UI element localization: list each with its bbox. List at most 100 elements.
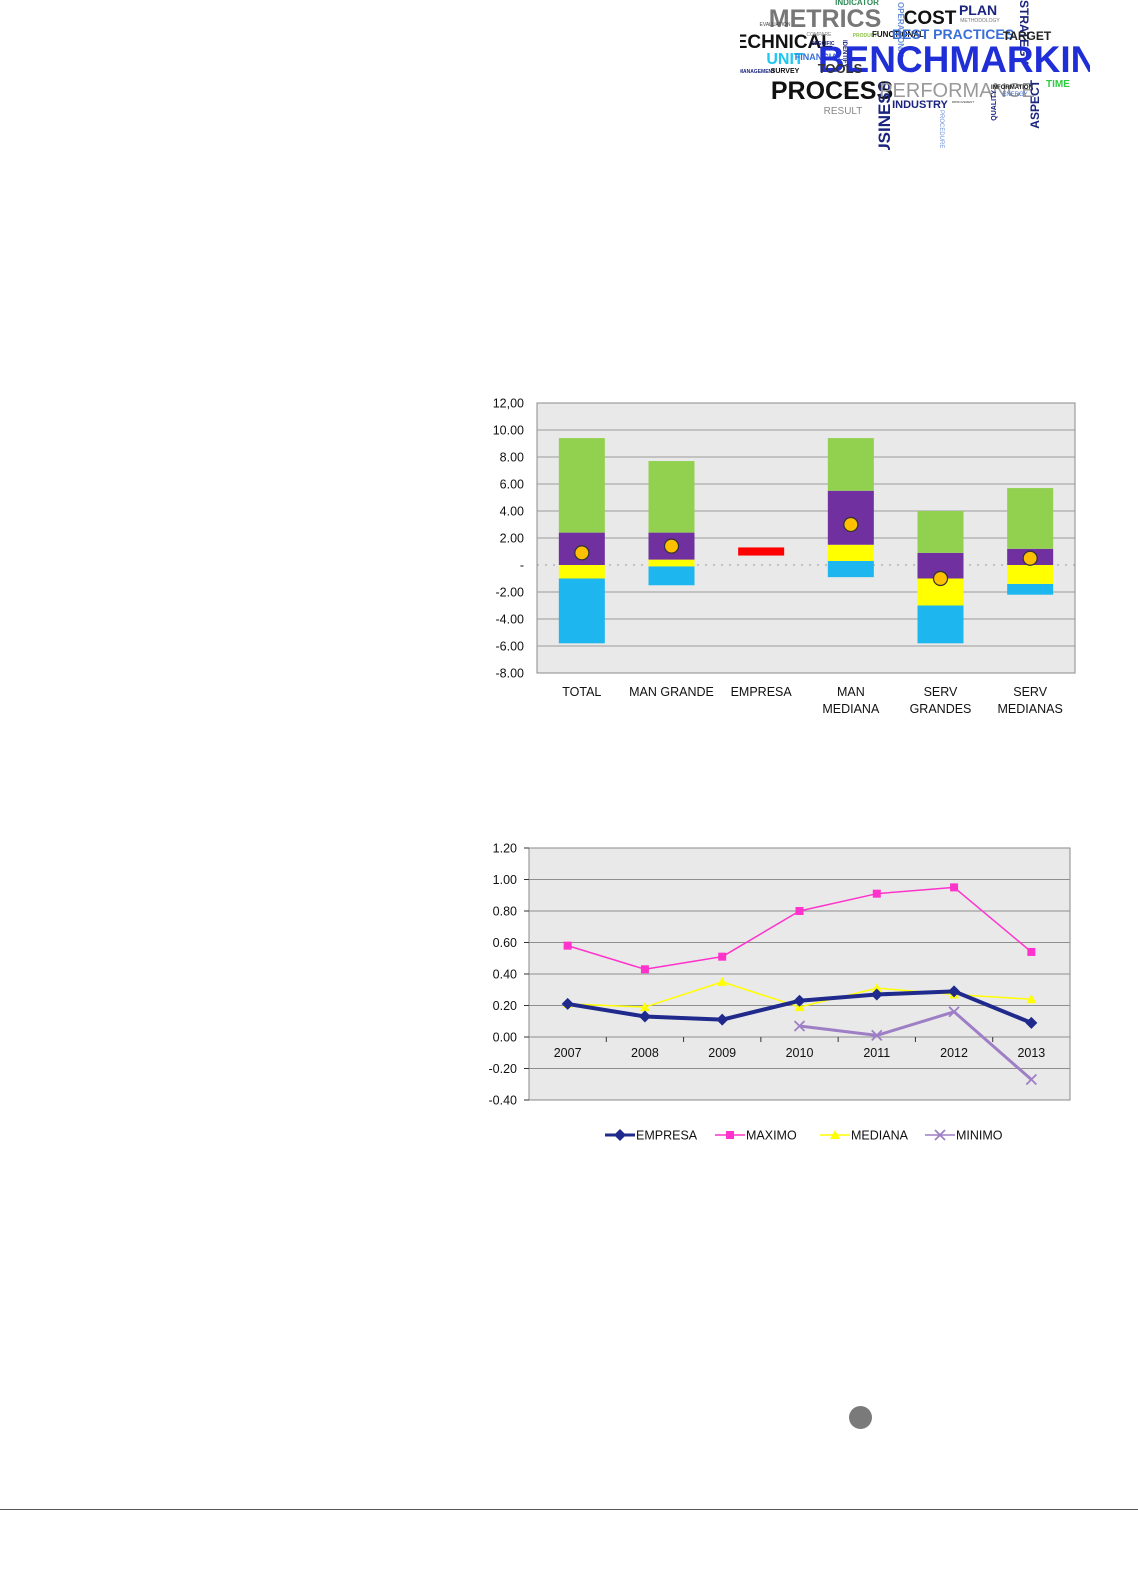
footer-divider — [0, 1509, 1138, 1510]
data-point-maximo — [563, 941, 572, 950]
bar-segment-green — [648, 461, 695, 533]
y-tick-label: 2.00 — [500, 532, 524, 546]
legend-marker — [726, 1131, 734, 1139]
data-point-maximo — [795, 907, 804, 915]
wordcloud-word: EVALUATION — [760, 22, 791, 28]
bar-segment-red — [738, 547, 785, 556]
y-tick-label: 4.00 — [500, 505, 524, 519]
legend-label: MEDIANA — [851, 1129, 909, 1143]
data-point-maximo — [950, 883, 959, 892]
wordcloud-word: IDENTIFY — [841, 40, 847, 67]
wordcloud-word: COMPARE — [807, 32, 833, 38]
wordcloud-word: PROCEDURE — [938, 110, 944, 148]
median-marker — [574, 545, 590, 561]
y-tick-label: 0.60 — [493, 936, 517, 950]
data-point-maximo — [718, 952, 727, 961]
legend-label: MINIMO — [956, 1129, 1003, 1143]
legend-label: MAXIMO — [746, 1129, 797, 1143]
bar-segment-yellow — [558, 565, 605, 579]
x-tick-label: 2007 — [554, 1046, 582, 1060]
data-point-mediana — [871, 983, 882, 993]
y-tick-label: -2.00 — [496, 586, 525, 600]
y-tick-label: 1.00 — [493, 873, 517, 887]
y-tick-label: -6.00 — [496, 640, 525, 654]
data-point-empresa — [793, 994, 806, 1007]
x-tick-label: 2013 — [1017, 1046, 1045, 1060]
data-point-empresa — [716, 1013, 729, 1026]
y-tick-label: 0.20 — [493, 999, 517, 1013]
wordcloud-word: STRATEGY — [1017, 0, 1031, 64]
page-number-dot — [849, 1406, 872, 1429]
line-chart: 1.20 1.00 0.80 0.60 0.40 0.20 0.00 -0.20 -0.40 2… — [489, 842, 1071, 1143]
x-tick-label: SERV GRANDES — [910, 685, 972, 716]
data-point-empresa — [638, 1010, 651, 1023]
wordcloud-word: METRICS — [769, 5, 882, 33]
y-tick-label: 0.40 — [493, 968, 517, 982]
bar-segment-green — [917, 511, 964, 553]
x-tick-label: 2012 — [940, 1046, 968, 1060]
x-tick-label: MAN MEDIANA — [822, 685, 880, 716]
bar-segment-green — [1007, 488, 1054, 549]
y-tick-label: 0.80 — [493, 905, 517, 919]
wordcloud-word: COST — [904, 8, 957, 29]
data-point-minimo — [793, 1020, 806, 1032]
wordcloud-word: PROCESS — [771, 77, 893, 105]
y-tick-label: 6.00 — [500, 478, 524, 492]
wordcloud-word: TOOLS — [818, 61, 863, 76]
wordcloud-word: INDICATOR — [835, 0, 879, 7]
bar-segment-yellow — [1007, 565, 1054, 584]
data-point-empresa — [1025, 1016, 1038, 1029]
bar-segment-yellow — [648, 559, 695, 567]
y-tick-label: 0.00 — [493, 1031, 517, 1045]
y-tick-label: -0.40 — [489, 1094, 518, 1108]
wordcloud-word: FINANCIAL — [795, 52, 844, 62]
bar-segment-light-blue — [827, 560, 874, 578]
data-point-maximo — [1027, 947, 1036, 956]
wordcloud-word: PLAN — [959, 2, 997, 18]
data-point-maximo — [640, 965, 649, 974]
wordcloud-word: METHODOLOGY — [960, 18, 1000, 24]
y-tick-label: 8.00 — [500, 451, 524, 465]
bar-segment-light-blue — [917, 605, 964, 644]
wordcloud-word: OPERATIONAL — [896, 2, 905, 60]
data-point-empresa — [870, 988, 883, 1001]
wordcloud-word: MANAGEMENT — [740, 69, 775, 75]
median-marker — [932, 570, 949, 587]
data-point-mediana — [1026, 994, 1037, 1004]
median-marker — [663, 538, 680, 554]
x-tick-label: EMPRESA — [731, 685, 793, 699]
bar-segment-green — [558, 438, 605, 533]
bar-segment-light-blue — [1007, 583, 1054, 595]
bar-segment-yellow — [827, 544, 874, 561]
x-tick-label: SERV MEDIANAS — [998, 685, 1063, 716]
wordcloud-word: BENCHMARKING — [818, 39, 1090, 80]
x-tick-label: MAN GRANDE — [629, 685, 714, 699]
median-marker — [843, 516, 859, 533]
x-tick-label: 2008 — [631, 1046, 659, 1060]
wordcloud-word: UNIT — [766, 51, 804, 68]
data-point-minimo — [948, 1006, 960, 1018]
wordcloud-word: TECHNICAL — [740, 32, 833, 53]
data-point-mediana — [639, 1002, 650, 1012]
bar-segment-light-blue — [648, 566, 695, 586]
y-tick-label: 1.20 — [493, 842, 517, 856]
y-tick-label: -4.00 — [496, 613, 525, 627]
y-tick-label: - — [520, 559, 524, 573]
bar-segment-green — [827, 438, 874, 491]
x-tick-label: 2010 — [786, 1046, 814, 1060]
wordcloud-word: INFORMATION — [991, 85, 1033, 91]
legend-label: EMPRESA — [636, 1129, 698, 1143]
wordcloud-word: BUSINESS — [875, 81, 894, 150]
y-tick-label: 10.00 — [493, 424, 524, 438]
wordcloud-word: RESULT — [824, 106, 863, 117]
wordcloud-word: TARGET — [1003, 29, 1052, 43]
legend-marker — [614, 1129, 626, 1141]
wordcloud-word: IMPROVEMENT — [952, 100, 975, 104]
data-point-empresa — [948, 985, 961, 998]
wordcloud-word: ENERGY — [1002, 92, 1027, 98]
x-tick-label: 2011 — [863, 1046, 890, 1060]
legend-marker — [830, 1130, 840, 1139]
wordcloud-word: INDUSTRY — [892, 99, 948, 111]
x-tick-label: TOTAL — [562, 685, 601, 699]
data-point-maximo — [872, 889, 881, 898]
